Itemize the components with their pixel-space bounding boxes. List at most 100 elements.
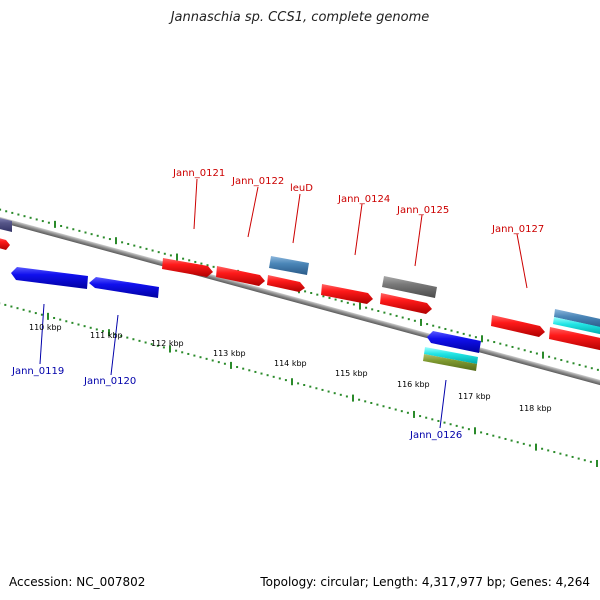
minor-tick	[327, 390, 330, 393]
gene-feature-gray[interactable]	[382, 276, 437, 298]
minor-tick	[11, 211, 14, 214]
gene-feature-red[interactable]	[267, 275, 305, 292]
minor-tick	[23, 215, 26, 218]
minor-tick	[456, 331, 459, 334]
minor-tick	[181, 351, 184, 354]
minor-tick	[169, 254, 172, 257]
minor-tick	[17, 213, 20, 216]
scale-label: 112 kbp	[151, 339, 184, 348]
leader-line	[354, 203, 363, 256]
minor-tick	[187, 352, 190, 355]
gene-feature-red[interactable]	[491, 315, 545, 337]
minor-tick	[406, 411, 409, 414]
minor-tick	[304, 290, 307, 293]
minor-tick	[358, 398, 361, 401]
minor-tick	[364, 400, 367, 403]
gene-feature-red[interactable]	[380, 293, 432, 314]
minor-tick	[102, 236, 105, 239]
minor-tick	[377, 309, 380, 312]
minor-tick	[437, 419, 440, 422]
minor-tick	[578, 363, 581, 366]
minor-tick	[206, 264, 209, 267]
gene-label[interactable]: leuD	[290, 183, 313, 194]
gene-feature-cyan[interactable]	[553, 317, 600, 335]
minor-tick	[182, 257, 185, 260]
minor-tick	[101, 330, 104, 333]
minor-tick	[559, 452, 562, 455]
minor-tick	[150, 343, 153, 346]
scale-label: 117 kbp	[458, 392, 491, 401]
minor-tick	[431, 418, 434, 421]
minor-tick	[590, 367, 593, 370]
gene-label[interactable]: Jann_0119	[11, 366, 64, 377]
gene-feature-olive[interactable]	[423, 354, 477, 371]
minor-tick	[65, 320, 68, 323]
minor-tick	[493, 341, 496, 344]
gene-feature-red[interactable]	[216, 266, 265, 286]
minor-tick	[394, 408, 397, 411]
accession-text: Accession: NC_007802	[9, 575, 146, 589]
gene-feature-steel[interactable]	[269, 256, 309, 275]
minor-tick	[376, 403, 379, 406]
minor-tick	[322, 295, 325, 298]
minor-tick	[133, 244, 136, 247]
gene-label[interactable]: Jann_0125	[396, 205, 449, 216]
minor-tick	[35, 218, 38, 221]
scale-label: 115 kbp	[335, 369, 368, 378]
genome-summary-text: Topology: circular; Length: 4,317,977 bp…	[260, 575, 590, 589]
gene-feature-red[interactable]	[321, 284, 373, 304]
gene-feature-steel[interactable]	[554, 309, 600, 328]
minor-tick	[126, 336, 129, 339]
minor-tick	[455, 424, 458, 427]
minor-tick	[157, 251, 160, 254]
minor-tick	[83, 325, 86, 328]
gene-label[interactable]: Jann_0127	[491, 224, 544, 235]
minor-tick	[425, 416, 428, 419]
scale-label: 118 kbp	[519, 404, 552, 413]
minor-tick	[53, 316, 56, 319]
gene-feature-slate[interactable]	[0, 217, 12, 232]
minor-tick	[450, 329, 453, 332]
gene-feature-cyan[interactable]	[424, 347, 478, 364]
minor-tick	[566, 360, 569, 363]
minor-tick	[535, 352, 538, 355]
minor-tick	[16, 307, 19, 310]
minor-tick	[505, 344, 508, 347]
minor-tick	[108, 238, 111, 241]
minor-tick	[84, 231, 87, 234]
minor-tick	[315, 387, 318, 390]
gene-label[interactable]: Jann_0120	[83, 376, 136, 387]
gene-label[interactable]: Jann_0126	[409, 430, 462, 441]
gene-label[interactable]: Jann_0122	[231, 176, 284, 187]
minor-tick	[211, 359, 214, 362]
minor-tick	[560, 359, 563, 362]
gene-feature-red[interactable]	[0, 237, 10, 250]
gene-feature-blue[interactable]	[11, 267, 88, 289]
minor-tick	[254, 370, 257, 373]
minor-tick	[370, 401, 373, 404]
minor-tick	[40, 313, 43, 316]
leader-line	[292, 193, 301, 244]
map-title: Jannaschia sp. CCS1, complete genome	[170, 10, 430, 25]
gene-feature-red[interactable]	[549, 327, 600, 351]
minor-tick	[120, 334, 123, 337]
gene-label[interactable]: Jann_0124	[337, 194, 390, 205]
gene-feature-blue[interactable]	[89, 277, 159, 298]
minor-tick	[365, 306, 368, 309]
minor-tick	[395, 314, 398, 317]
leader-line	[439, 379, 447, 429]
gene-label[interactable]: Jann_0121	[172, 168, 225, 179]
minor-tick	[462, 332, 465, 335]
minor-tick	[511, 345, 514, 348]
minor-tick	[468, 334, 471, 337]
minor-tick	[162, 346, 165, 349]
minor-tick	[66, 226, 69, 229]
minor-tick	[345, 395, 348, 398]
minor-tick	[95, 328, 98, 331]
minor-tick	[504, 437, 507, 440]
gene-feature-blue[interactable]	[427, 331, 481, 353]
minor-tick	[438, 326, 441, 329]
minor-tick	[303, 384, 306, 387]
gene-feature-red[interactable]	[162, 258, 213, 277]
scale-label: 111 kbp	[90, 331, 123, 340]
